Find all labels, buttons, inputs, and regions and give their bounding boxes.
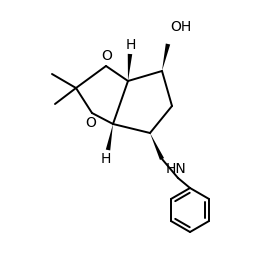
- Text: OH: OH: [170, 20, 191, 34]
- Polygon shape: [106, 124, 113, 150]
- Polygon shape: [128, 54, 132, 81]
- Text: O: O: [86, 116, 96, 130]
- Polygon shape: [162, 44, 170, 71]
- Text: H: H: [101, 152, 111, 166]
- Text: HN: HN: [166, 162, 187, 176]
- Text: H: H: [126, 38, 136, 52]
- Polygon shape: [150, 133, 164, 160]
- Text: O: O: [102, 49, 112, 63]
